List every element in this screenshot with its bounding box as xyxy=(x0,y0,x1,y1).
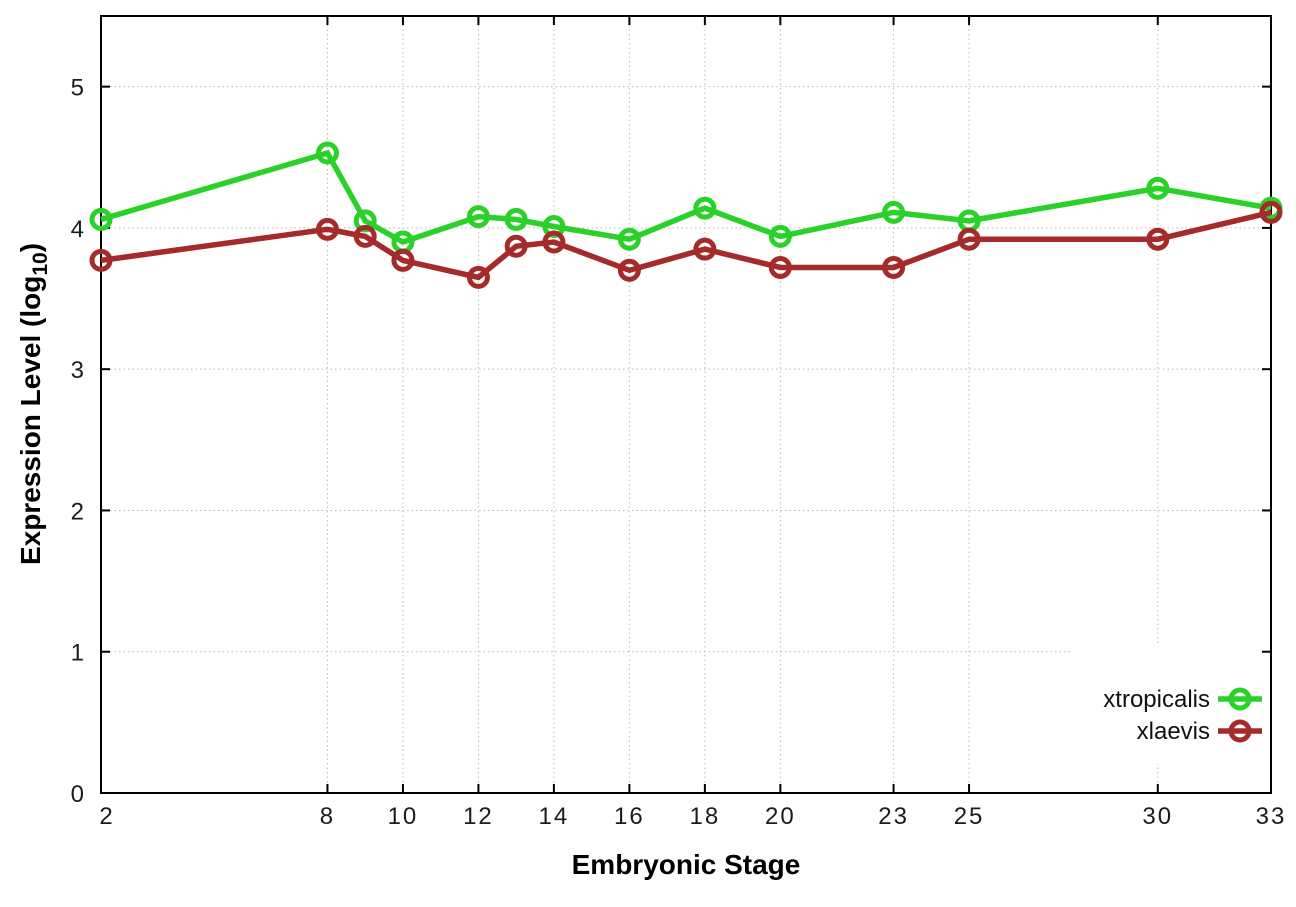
data-point-xlaevis-23 xyxy=(882,255,906,279)
x-tick-labels: 2 8 10 12 14 16 18 20 23 25 30 33 xyxy=(99,803,1287,830)
data-point-xlaevis-12 xyxy=(466,265,490,289)
series-line-xtropicalis xyxy=(100,149,1272,246)
data-point-xlaevis-9 xyxy=(353,224,377,248)
x-axis-label: Embryonic Stage xyxy=(572,849,801,880)
data-point-xlaevis-33 xyxy=(1259,200,1283,224)
data-point-xtropicalis-18 xyxy=(693,196,717,220)
y-axis-label: Expression Level (log10) xyxy=(15,243,52,565)
x-tick-label: 12 xyxy=(463,803,494,830)
legend-marker-xtropicalis xyxy=(1228,687,1252,711)
x-tick-label: 25 xyxy=(954,803,985,830)
y-tick-label: 5 xyxy=(71,75,86,102)
data-point-xlaevis-16 xyxy=(617,258,641,282)
data-point-xtropicalis-2 xyxy=(89,207,113,231)
legend-backdrop xyxy=(1072,644,1270,764)
x-tick-label: 16 xyxy=(614,803,645,830)
legend-background xyxy=(1072,644,1270,764)
data-point-xtropicalis-30 xyxy=(1146,176,1170,200)
x-tick-label: 23 xyxy=(878,803,909,830)
x-tick-label: 2 xyxy=(99,803,114,830)
x-tick-label: 14 xyxy=(539,803,570,830)
x-tick-label: 8 xyxy=(320,803,335,830)
x-tick-label: 10 xyxy=(388,803,419,830)
y-tick-label: 1 xyxy=(71,640,86,667)
data-point-xtropicalis-12 xyxy=(466,205,490,229)
y-tick-label: 0 xyxy=(71,781,86,808)
data-point-xtropicalis-13 xyxy=(504,207,528,231)
data-series xyxy=(89,141,1283,289)
x-tick-label: 18 xyxy=(690,803,721,830)
y-tick-label: 4 xyxy=(71,216,86,243)
y-tick-label: 3 xyxy=(71,357,86,384)
legend-label-xtropicalis: xtropicalis xyxy=(1103,686,1210,713)
data-point-xlaevis-18 xyxy=(693,237,717,261)
series-line-xlaevis xyxy=(100,209,1272,281)
data-point-xlaevis-25 xyxy=(957,227,981,251)
data-point-xtropicalis-20 xyxy=(768,224,792,248)
legend-item-xtropicalis: xtropicalis xyxy=(1103,686,1262,713)
data-point-xlaevis-13 xyxy=(504,234,528,258)
gridlines xyxy=(101,16,1271,793)
data-point-xlaevis-2 xyxy=(89,248,113,272)
data-point-xlaevis-14 xyxy=(542,230,566,254)
legend-marker-xlaevis xyxy=(1228,719,1252,743)
data-point-xlaevis-30 xyxy=(1146,227,1170,251)
y-tick-label: 2 xyxy=(71,498,86,525)
data-point-xtropicalis-8 xyxy=(315,141,339,165)
data-point-xlaevis-20 xyxy=(768,255,792,279)
legend: xtropicalis xlaevis xyxy=(1103,686,1262,745)
data-point-xtropicalis-23 xyxy=(882,200,906,224)
x-tick-label: 30 xyxy=(1142,803,1173,830)
data-point-xlaevis-8 xyxy=(315,217,339,241)
data-point-xtropicalis-16 xyxy=(617,227,641,251)
legend-label-xlaevis: xlaevis xyxy=(1137,718,1210,745)
legend-item-xlaevis: xlaevis xyxy=(1137,718,1262,745)
x-tick-label: 33 xyxy=(1256,803,1287,830)
data-point-xlaevis-10 xyxy=(391,248,415,272)
y-tick-labels: 0 1 2 3 4 5 xyxy=(71,75,86,808)
plot-border xyxy=(100,15,1272,794)
x-tick-label: 20 xyxy=(765,803,796,830)
